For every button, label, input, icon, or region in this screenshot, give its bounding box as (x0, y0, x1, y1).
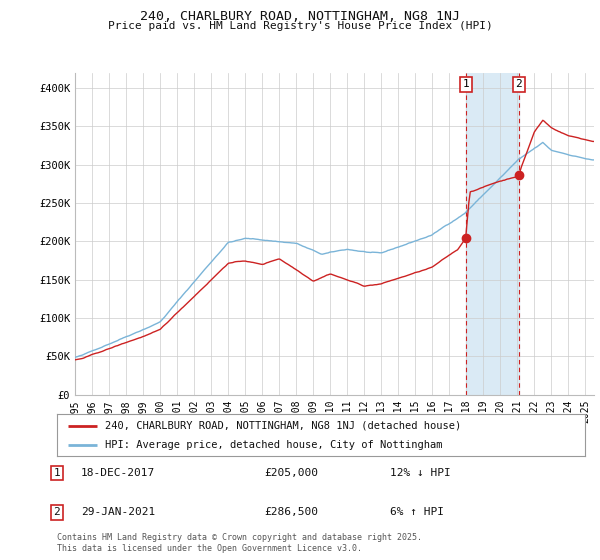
Bar (466, 73, 519, 395)
Text: 18-DEC-2017: 18-DEC-2017 (81, 468, 155, 478)
Text: HPI: Average price, detached house, City of Nottingham: HPI: Average price, detached house, City… (104, 440, 442, 450)
Text: 12% ↓ HPI: 12% ↓ HPI (390, 468, 451, 478)
Text: 1: 1 (463, 80, 469, 89)
Text: 1: 1 (53, 468, 61, 478)
Text: 6% ↑ HPI: 6% ↑ HPI (390, 507, 444, 517)
Text: 29-JAN-2021: 29-JAN-2021 (81, 507, 155, 517)
Text: Price paid vs. HM Land Registry's House Price Index (HPI): Price paid vs. HM Land Registry's House … (107, 21, 493, 31)
Text: 240, CHARLBURY ROAD, NOTTINGHAM, NG8 1NJ: 240, CHARLBURY ROAD, NOTTINGHAM, NG8 1NJ (140, 10, 460, 22)
Text: 2: 2 (53, 507, 61, 517)
Text: £205,000: £205,000 (264, 468, 318, 478)
Text: 240, CHARLBURY ROAD, NOTTINGHAM, NG8 1NJ (detached house): 240, CHARLBURY ROAD, NOTTINGHAM, NG8 1NJ… (104, 421, 461, 431)
Text: £286,500: £286,500 (264, 507, 318, 517)
Text: Contains HM Land Registry data © Crown copyright and database right 2025.
This d: Contains HM Land Registry data © Crown c… (57, 533, 422, 553)
Text: 2: 2 (515, 80, 522, 89)
